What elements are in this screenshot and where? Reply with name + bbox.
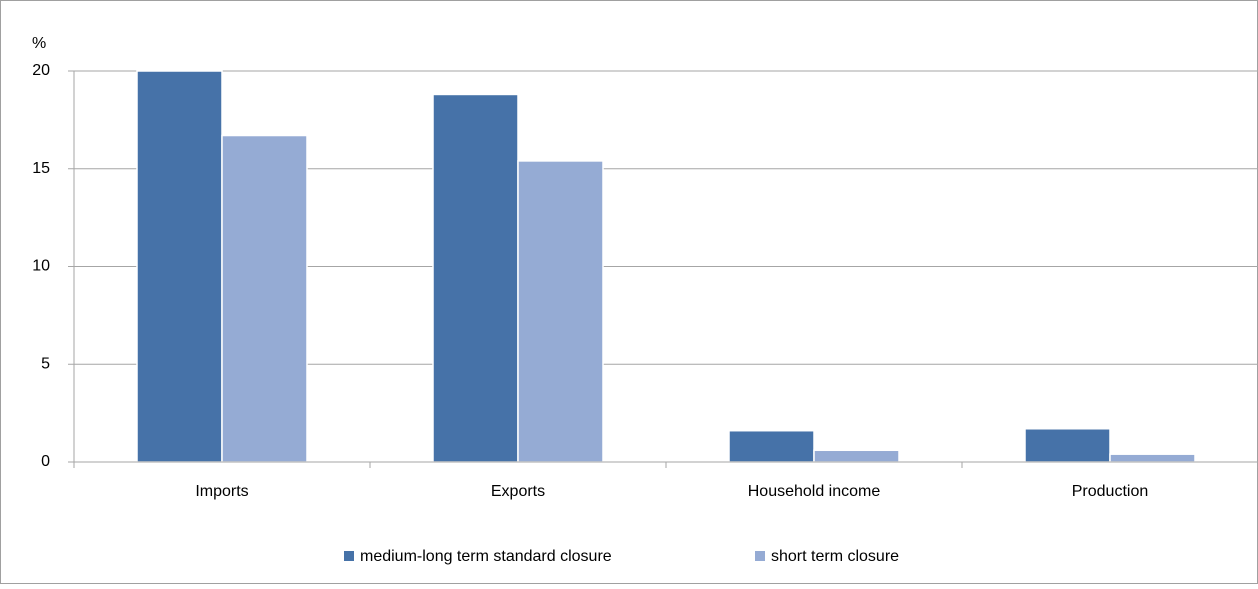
- bar: [1109, 453, 1196, 463]
- bar: [432, 93, 519, 463]
- bar: [221, 134, 308, 463]
- y-unit: %: [32, 35, 46, 52]
- y-tick-label: 0: [41, 453, 50, 470]
- y-tick-label: 10: [32, 258, 50, 275]
- bar: [517, 160, 604, 463]
- x-tick-label: Imports: [195, 483, 248, 500]
- bar: [728, 429, 815, 463]
- x-tick-label: Production: [1072, 483, 1149, 500]
- legend-label: medium-long term standard closure: [360, 548, 612, 565]
- bar: [813, 449, 900, 463]
- legend-swatch: [344, 551, 354, 561]
- y-tick-label: 5: [41, 355, 50, 372]
- y-tick-label: 20: [32, 62, 50, 79]
- x-tick-label: Exports: [491, 483, 545, 500]
- bar: [136, 70, 223, 463]
- legend-swatch: [755, 551, 765, 561]
- bar: [1024, 428, 1111, 463]
- y-tick-label: 15: [32, 160, 50, 177]
- x-tick-label: Household income: [748, 483, 881, 500]
- legend-label: short term closure: [771, 548, 899, 565]
